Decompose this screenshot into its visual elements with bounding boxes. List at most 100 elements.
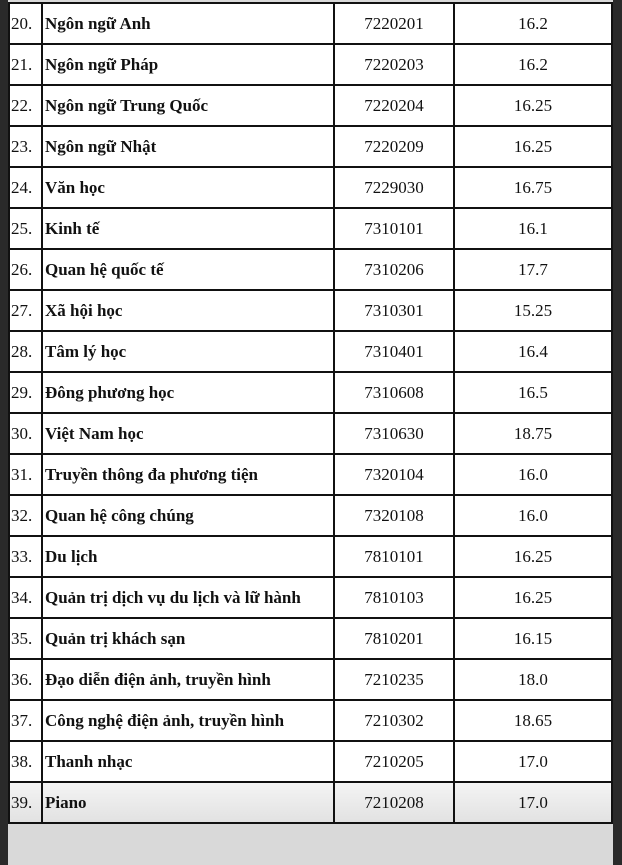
- major-code: 7320104: [333, 453, 455, 496]
- major-code: 7229030: [333, 166, 455, 209]
- major-name: Quản trị dịch vụ du lịch và lữ hành: [41, 576, 335, 619]
- row-number: 28.: [8, 330, 43, 373]
- major-name: Quan hệ công chúng: [41, 494, 335, 537]
- row-number: 25.: [8, 207, 43, 250]
- row-number: 29.: [8, 371, 43, 414]
- major-name: Thanh nhạc: [41, 740, 335, 783]
- cutoff-score: 16.75: [453, 166, 613, 209]
- major-name: Đạo diễn điện ảnh, truyền hình: [41, 658, 335, 701]
- row-number: 32.: [8, 494, 43, 537]
- row-number: 26.: [8, 248, 43, 291]
- major-code: 7810201: [333, 617, 455, 660]
- cutoff-score: 16.4: [453, 330, 613, 373]
- major-name: Truyền thông đa phương tiện: [41, 453, 335, 496]
- table-row: 29. Đông phương học 7310608 16.5: [8, 371, 613, 414]
- major-code: 7210235: [333, 658, 455, 701]
- major-code: 7210205: [333, 740, 455, 783]
- table-row: 36. Đạo diễn điện ảnh, truyền hình 7210235…: [8, 658, 613, 701]
- table-row: 37. Công nghệ điện ảnh, truyền hình 721030…: [8, 699, 613, 742]
- cutoff-score: 17.7: [453, 248, 613, 291]
- row-number: 24.: [8, 166, 43, 209]
- major-code: 7320108: [333, 494, 455, 537]
- admission-score-table: 20. Ngôn ngữ Anh 7220201 16.2 21. Ngôn ngữ Ph…: [8, 2, 613, 824]
- row-number: 30.: [8, 412, 43, 455]
- table-row: 26. Quan hệ quốc tế 7310206 17.7: [8, 248, 613, 291]
- row-number: 35.: [8, 617, 43, 660]
- cutoff-score: 17.0: [453, 740, 613, 783]
- major-name: Quan hệ quốc tế: [41, 248, 335, 291]
- cutoff-score: 16.25: [453, 576, 613, 619]
- major-name: Công nghệ điện ảnh, truyền hình: [41, 699, 335, 742]
- cutoff-score: 16.0: [453, 453, 613, 496]
- row-number: 22.: [8, 84, 43, 127]
- cutoff-score: 15.25: [453, 289, 613, 332]
- table-row: 28. Tâm lý học 7310401 16.4: [8, 330, 613, 373]
- row-number: 27.: [8, 289, 43, 332]
- cutoff-score: 16.2: [453, 2, 613, 45]
- major-name: Ngôn ngữ Pháp: [41, 43, 335, 86]
- major-code: 7310401: [333, 330, 455, 373]
- major-code: 7310101: [333, 207, 455, 250]
- cutoff-score: 16.0: [453, 494, 613, 537]
- major-name: Du lịch: [41, 535, 335, 578]
- table-row: 23. Ngôn ngữ Nhật 7220209 16.25: [8, 125, 613, 168]
- major-name: Ngôn ngữ Anh: [41, 2, 335, 45]
- row-number: 37.: [8, 699, 43, 742]
- cutoff-score: 16.5: [453, 371, 613, 414]
- row-number: 31.: [8, 453, 43, 496]
- table-row: 30. Việt Nam học 7310630 18.75: [8, 412, 613, 455]
- major-code: 7810103: [333, 576, 455, 619]
- major-code: 7220203: [333, 43, 455, 86]
- cutoff-score: 18.75: [453, 412, 613, 455]
- table-row: 21. Ngôn ngữ Pháp 7220203 16.2: [8, 43, 613, 86]
- cutoff-score: 16.25: [453, 84, 613, 127]
- table-row: 20. Ngôn ngữ Anh 7220201 16.2: [8, 2, 613, 45]
- major-code: 7310630: [333, 412, 455, 455]
- major-code: 7220209: [333, 125, 455, 168]
- major-code: 7310608: [333, 371, 455, 414]
- major-name: Quản trị khách sạn: [41, 617, 335, 660]
- major-code: 7310301: [333, 289, 455, 332]
- cutoff-score: 16.15: [453, 617, 613, 660]
- row-number: 20.: [8, 2, 43, 45]
- table-row: 35. Quản trị khách sạn 7810201 16.15: [8, 617, 613, 660]
- major-name: Ngôn ngữ Nhật: [41, 125, 335, 168]
- major-name: Văn học: [41, 166, 335, 209]
- cutoff-score: 16.2: [453, 43, 613, 86]
- major-name: Kinh tế: [41, 207, 335, 250]
- major-name: Ngôn ngữ Trung Quốc: [41, 84, 335, 127]
- row-number: 36.: [8, 658, 43, 701]
- table-row: 32. Quan hệ công chúng 7320108 16.0: [8, 494, 613, 537]
- table-row: 27. Xã hội học 7310301 15.25: [8, 289, 613, 332]
- table-row: 24. Văn học 7229030 16.75: [8, 166, 613, 209]
- row-number: 33.: [8, 535, 43, 578]
- row-number: 39.: [8, 781, 43, 824]
- major-name: Piano: [41, 781, 335, 824]
- major-code: 7210302: [333, 699, 455, 742]
- major-name: Tâm lý học: [41, 330, 335, 373]
- cutoff-score: 18.0: [453, 658, 613, 701]
- table-row: 33. Du lịch 7810101 16.25: [8, 535, 613, 578]
- row-number: 34.: [8, 576, 43, 619]
- major-code: 7220201: [333, 2, 455, 45]
- row-number: 23.: [8, 125, 43, 168]
- table-row: 22. Ngôn ngữ Trung Quốc 7220204 16.25: [8, 84, 613, 127]
- cutoff-score: 16.25: [453, 535, 613, 578]
- table-row: 25. Kinh tế 7310101 16.1: [8, 207, 613, 250]
- table-row: 34. Quản trị dịch vụ du lịch và lữ hành 78…: [8, 576, 613, 619]
- cutoff-score: 16.1: [453, 207, 613, 250]
- major-code: 7210208: [333, 781, 455, 824]
- major-code: 7220204: [333, 84, 455, 127]
- cutoff-score: 17.0: [453, 781, 613, 824]
- table-row: 31. Truyền thông đa phương tiện 7320104 16.…: [8, 453, 613, 496]
- cutoff-score: 16.25: [453, 125, 613, 168]
- major-code: 7810101: [333, 535, 455, 578]
- table-row: 38. Thanh nhạc 7210205 17.0: [8, 740, 613, 783]
- row-number: 21.: [8, 43, 43, 86]
- row-number: 38.: [8, 740, 43, 783]
- major-name: Việt Nam học: [41, 412, 335, 455]
- cutoff-score: 18.65: [453, 699, 613, 742]
- major-code: 7310206: [333, 248, 455, 291]
- major-name: Xã hội học: [41, 289, 335, 332]
- major-name: Đông phương học: [41, 371, 335, 414]
